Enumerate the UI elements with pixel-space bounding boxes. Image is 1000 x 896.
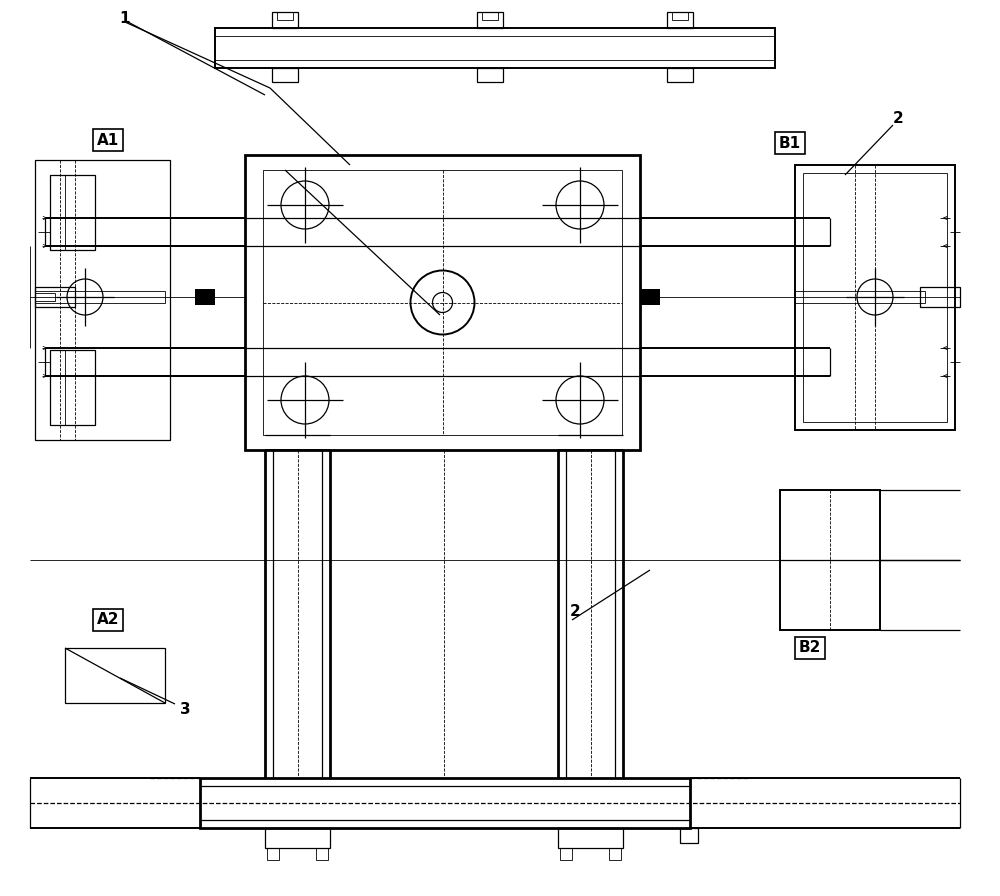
Bar (215, 28, 775, 68)
Bar (35, 291, 165, 303)
Text: B1: B1 (779, 135, 801, 151)
Bar (640, 289, 660, 305)
Bar (195, 289, 215, 305)
Bar (667, 12, 693, 28)
Bar (316, 848, 328, 860)
Text: 2: 2 (570, 605, 580, 619)
Bar (558, 828, 623, 848)
Bar (50, 350, 65, 425)
Bar (35, 293, 55, 301)
Bar (672, 12, 688, 20)
Bar (50, 350, 95, 425)
Text: B2: B2 (799, 641, 821, 656)
Bar (65, 648, 165, 703)
Bar (50, 175, 95, 250)
Text: 3: 3 (180, 702, 190, 718)
Text: 1: 1 (120, 11, 130, 25)
Bar (265, 828, 330, 848)
Bar (277, 12, 293, 20)
Bar (795, 165, 955, 430)
Bar (263, 170, 622, 435)
Bar (477, 12, 503, 28)
Bar (267, 848, 279, 860)
Bar (795, 291, 925, 303)
Bar (560, 848, 572, 860)
Bar (609, 848, 621, 860)
Bar (780, 490, 880, 630)
Bar (35, 160, 170, 440)
Bar (35, 287, 75, 307)
Text: A2: A2 (97, 613, 119, 627)
Bar (482, 12, 498, 20)
Bar (667, 68, 693, 82)
Bar (272, 12, 298, 28)
Bar (477, 68, 503, 82)
Bar (245, 155, 640, 450)
Text: 2: 2 (893, 110, 903, 125)
Text: A1: A1 (97, 133, 119, 148)
Bar (50, 175, 65, 250)
Bar (200, 778, 690, 828)
Bar (920, 287, 960, 307)
Bar (272, 68, 298, 82)
Bar (803, 173, 947, 422)
Bar (680, 828, 698, 843)
